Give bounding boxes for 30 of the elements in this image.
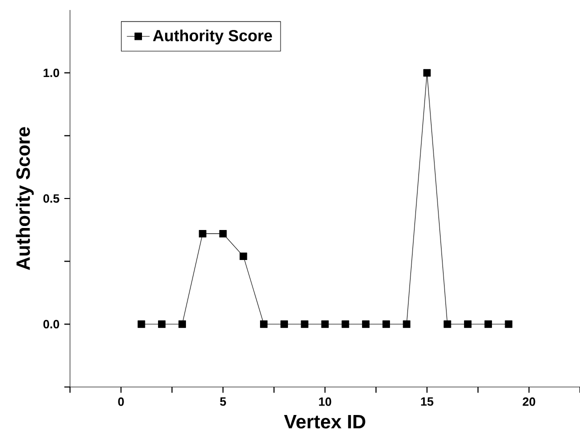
point (280, 320, 288, 328)
point (423, 69, 431, 77)
point (402, 320, 410, 328)
x-tick-label: 10 (319, 397, 332, 406)
y-axis-title: Authority Score (16, 127, 34, 270)
x-tick-label: 0 (118, 397, 124, 406)
point (321, 320, 329, 328)
point (444, 320, 452, 328)
point (138, 320, 146, 328)
legend-label: Authority Score (152, 30, 272, 44)
y-tick-label: 0.5 (43, 194, 60, 203)
point (504, 320, 512, 328)
x-axis-title: Vertex ID (284, 415, 366, 428)
point (158, 320, 166, 328)
x-tick-label: 15 (421, 397, 434, 406)
point (464, 320, 472, 328)
point (178, 320, 186, 328)
x-tick-label: 20 (522, 397, 536, 406)
y-tick-label: 1.0 (44, 68, 60, 78)
point (260, 320, 268, 328)
point (362, 320, 370, 328)
y-tick-label: 0.0 (43, 320, 60, 328)
point (198, 230, 206, 238)
point (382, 320, 390, 328)
point (342, 320, 350, 328)
point (300, 320, 308, 328)
x-tick-label: 5 (220, 397, 226, 406)
point (219, 230, 227, 238)
point (484, 320, 492, 328)
point (240, 252, 248, 260)
